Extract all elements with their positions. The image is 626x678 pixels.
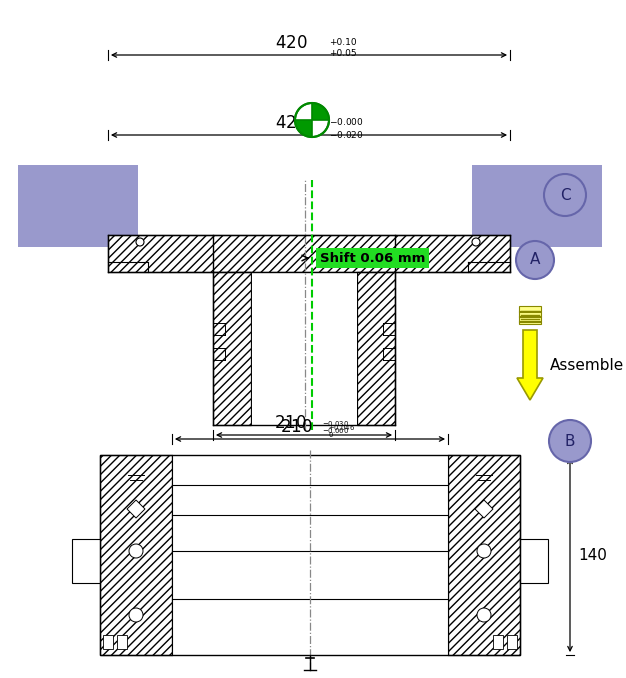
Text: $210$: $210$ bbox=[280, 418, 312, 436]
Circle shape bbox=[477, 544, 491, 558]
Text: $420$: $420$ bbox=[275, 34, 307, 52]
Circle shape bbox=[136, 238, 144, 246]
Text: Shift 0.06 mm: Shift 0.06 mm bbox=[320, 252, 426, 264]
Bar bbox=[18, 165, 138, 247]
Text: B: B bbox=[565, 433, 575, 449]
Text: A: A bbox=[530, 252, 540, 268]
Bar bbox=[448, 455, 520, 655]
Text: $420$: $420$ bbox=[275, 114, 307, 132]
Bar bbox=[357, 272, 395, 425]
Circle shape bbox=[472, 238, 480, 246]
Bar bbox=[100, 455, 520, 655]
Bar bbox=[520, 539, 548, 583]
Text: $^{-0.030}_{-0.060}$: $^{-0.030}_{-0.060}$ bbox=[322, 420, 349, 437]
FancyArrow shape bbox=[517, 330, 543, 400]
Bar bbox=[117, 635, 127, 649]
Text: 140: 140 bbox=[578, 548, 607, 563]
Circle shape bbox=[129, 544, 143, 558]
Bar bbox=[72, 539, 100, 583]
Text: $210$: $210$ bbox=[274, 414, 306, 432]
Circle shape bbox=[544, 174, 586, 216]
Wedge shape bbox=[295, 120, 312, 137]
Text: Assemble: Assemble bbox=[550, 357, 624, 372]
Bar bbox=[251, 272, 357, 425]
Text: $^{+0.046}_{0}$: $^{+0.046}_{0}$ bbox=[328, 424, 355, 441]
Polygon shape bbox=[127, 500, 145, 518]
Bar bbox=[103, 635, 113, 649]
Text: +0.10
+0.05: +0.10 +0.05 bbox=[329, 38, 357, 58]
Bar bbox=[172, 455, 448, 655]
Text: C: C bbox=[560, 188, 570, 203]
Bar bbox=[519, 306, 541, 324]
Circle shape bbox=[295, 103, 329, 137]
Wedge shape bbox=[312, 103, 329, 120]
Text: $-0.000$
$-0.020$: $-0.000$ $-0.020$ bbox=[329, 116, 364, 140]
Circle shape bbox=[129, 608, 143, 622]
Bar bbox=[507, 635, 517, 649]
Bar bbox=[100, 455, 172, 655]
Circle shape bbox=[549, 420, 591, 462]
Bar bbox=[472, 165, 602, 247]
Bar bbox=[213, 272, 251, 425]
Circle shape bbox=[477, 608, 491, 622]
Polygon shape bbox=[475, 500, 493, 518]
Bar bbox=[108, 235, 510, 272]
Circle shape bbox=[516, 241, 554, 279]
Bar bbox=[493, 635, 503, 649]
